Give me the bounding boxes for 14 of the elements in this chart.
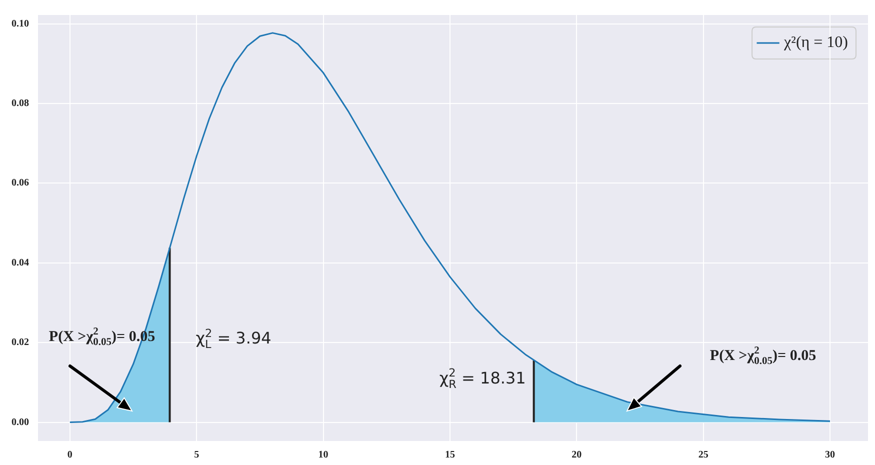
y-tick-label: 0.00 <box>12 416 29 428</box>
y-tick-label: 0.06 <box>12 178 29 189</box>
x-tick-label: 15 <box>444 450 455 461</box>
y-tick-label: 0.02 <box>12 337 29 348</box>
x-tick-label: 0 <box>67 450 72 461</box>
y-tick-label: 0.04 <box>12 257 29 268</box>
x-tick-label: 25 <box>698 450 708 461</box>
x-tick-label: 20 <box>572 450 582 461</box>
y-tick-label: 0.08 <box>12 98 29 110</box>
x-tick-label: 30 <box>824 450 835 461</box>
x-tick-label: 5 <box>194 450 200 461</box>
x-tick-label: 10 <box>318 450 328 461</box>
legend-label: χ²(η = 10) <box>783 34 848 52</box>
y-tick-label: 0.10 <box>12 18 29 30</box>
